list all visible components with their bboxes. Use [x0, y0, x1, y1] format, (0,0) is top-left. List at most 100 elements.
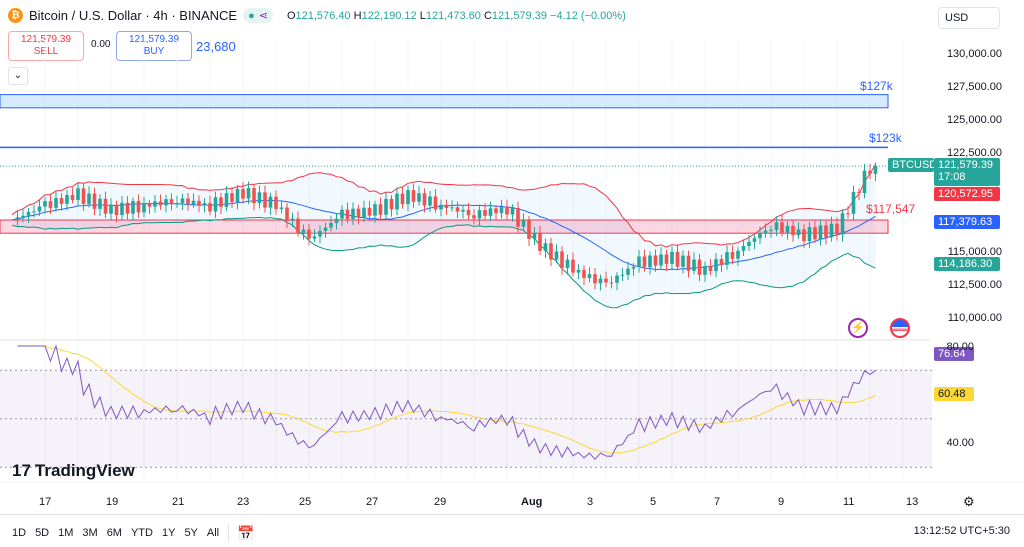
candle-body: [389, 198, 394, 210]
candle-body: [598, 278, 603, 284]
tf-3m[interactable]: 3M: [82, 527, 98, 539]
candle-body: [604, 278, 608, 283]
candle-body: [857, 191, 861, 194]
tf-all[interactable]: All: [206, 527, 220, 539]
tf-ytd[interactable]: YTD: [130, 527, 153, 539]
candle-body: [422, 193, 427, 206]
date-axis-label: 25: [299, 496, 312, 508]
candle-body: [395, 193, 399, 210]
rsi-axis-40: 40.00: [946, 437, 974, 449]
candle-body: [582, 269, 586, 278]
candle-body: [549, 243, 553, 260]
candle-body: [186, 198, 190, 205]
last-price-tag: 121,579.39 17:08: [934, 158, 1000, 186]
lower-band-tag: 114,186.30: [934, 257, 1000, 271]
bollinger-fill: [12, 164, 876, 308]
lightning-event-icon[interactable]: ⚡: [848, 318, 868, 338]
candle-body: [703, 266, 707, 275]
candle-body: [741, 246, 746, 251]
candle-body: [461, 209, 465, 212]
zone-117k: [0, 219, 889, 234]
symbol-title[interactable]: Bitcoin / U.S. Dollar · 4h · BINANCE: [29, 8, 238, 23]
candle-body: [571, 259, 575, 273]
share-icon: ⋖: [258, 10, 268, 22]
candle-body: [791, 225, 795, 236]
tf-1y[interactable]: 1Y: [161, 527, 176, 539]
us-flag-event-icon[interactable]: [890, 318, 910, 338]
clock[interactable]: 13:12:52 UTC+5:30: [913, 525, 1010, 537]
tf-1d[interactable]: 1D: [12, 527, 27, 539]
candle-body: [719, 259, 724, 265]
candle-body: [483, 210, 487, 216]
candle-body: [296, 218, 300, 233]
tf-1m[interactable]: 1M: [58, 527, 74, 539]
candle-body: [615, 275, 619, 283]
candle-body: [329, 223, 333, 228]
symbol-tag: BTCUSD: [888, 158, 937, 172]
date-axis-label: 27: [366, 496, 379, 508]
candle-body: [752, 238, 757, 242]
candle-body: [301, 229, 306, 233]
upper-band-tag: 120,572.95: [934, 187, 1000, 201]
candle-body: [158, 201, 163, 206]
candle-body: [868, 170, 872, 174]
candle-body: [769, 229, 773, 231]
candle-body: [802, 229, 806, 242]
candle-body: [334, 218, 339, 224]
candle-body: [730, 252, 735, 259]
candle-body: [147, 203, 152, 207]
zone-117k-label: $117,547: [866, 202, 916, 216]
candle-body: [631, 266, 636, 269]
price-axis-label: 122,500.00: [946, 147, 1002, 159]
status-pill[interactable]: ● ⋖: [243, 8, 273, 23]
candle-body: [494, 208, 498, 214]
date-axis-label: 19: [106, 496, 119, 508]
candle-body: [279, 207, 284, 209]
collapse-chevron-icon[interactable]: ⌄: [8, 67, 28, 85]
candle-body: [824, 225, 828, 238]
candle-body: [686, 255, 691, 271]
candle-body: [565, 259, 570, 269]
candle-body: [290, 218, 295, 221]
candle-body: [32, 211, 36, 213]
candle-body: [450, 207, 454, 209]
candle-body: [230, 193, 234, 203]
candle-body: [37, 206, 42, 212]
candle-body: [109, 204, 113, 214]
candle-body: [417, 193, 421, 202]
sell-button[interactable]: 121,579.39 SELL: [8, 31, 84, 61]
candle-body: [252, 188, 256, 204]
candle-body: [813, 227, 817, 240]
candle-body: [241, 189, 245, 199]
date-axis-label: 9: [778, 496, 785, 508]
candle-body: [659, 254, 663, 266]
candle-body: [543, 243, 548, 251]
candle-body: [439, 204, 443, 210]
ohlc-readout: O121,576.40 H122,190.12 L121,473.60 C121…: [286, 9, 626, 22]
candle-body: [620, 274, 625, 276]
candle-body: [87, 193, 91, 204]
tf-5d[interactable]: 5D: [35, 527, 50, 539]
tf-5y[interactable]: 5Y: [184, 527, 198, 539]
spread: 0.00: [91, 39, 111, 50]
candle-body: [202, 203, 207, 206]
settings-gear-icon[interactable]: ⚙: [963, 494, 975, 509]
price-axis-label: 110,000.00: [947, 312, 1002, 324]
candle-body: [411, 190, 416, 202]
candle-body: [758, 232, 762, 239]
date-axis-label: 11: [843, 496, 855, 508]
calendar-goto-icon[interactable]: 📅: [237, 524, 255, 541]
price-axis-label: 112,500.00: [947, 279, 1002, 291]
buy-button[interactable]: 121,579.39 BUY: [116, 31, 192, 61]
tf-6m[interactable]: 6M: [106, 527, 122, 539]
candle-body: [378, 204, 383, 215]
price-axis-label: 127,500.00: [946, 81, 1002, 93]
candle-body: [455, 207, 460, 212]
candle-body: [505, 206, 509, 215]
candle-body: [818, 225, 823, 240]
candle-body: [235, 189, 240, 203]
currency-select[interactable]: USD: [938, 7, 1000, 29]
candle-body: [532, 232, 537, 239]
candle-body: [780, 222, 784, 233]
